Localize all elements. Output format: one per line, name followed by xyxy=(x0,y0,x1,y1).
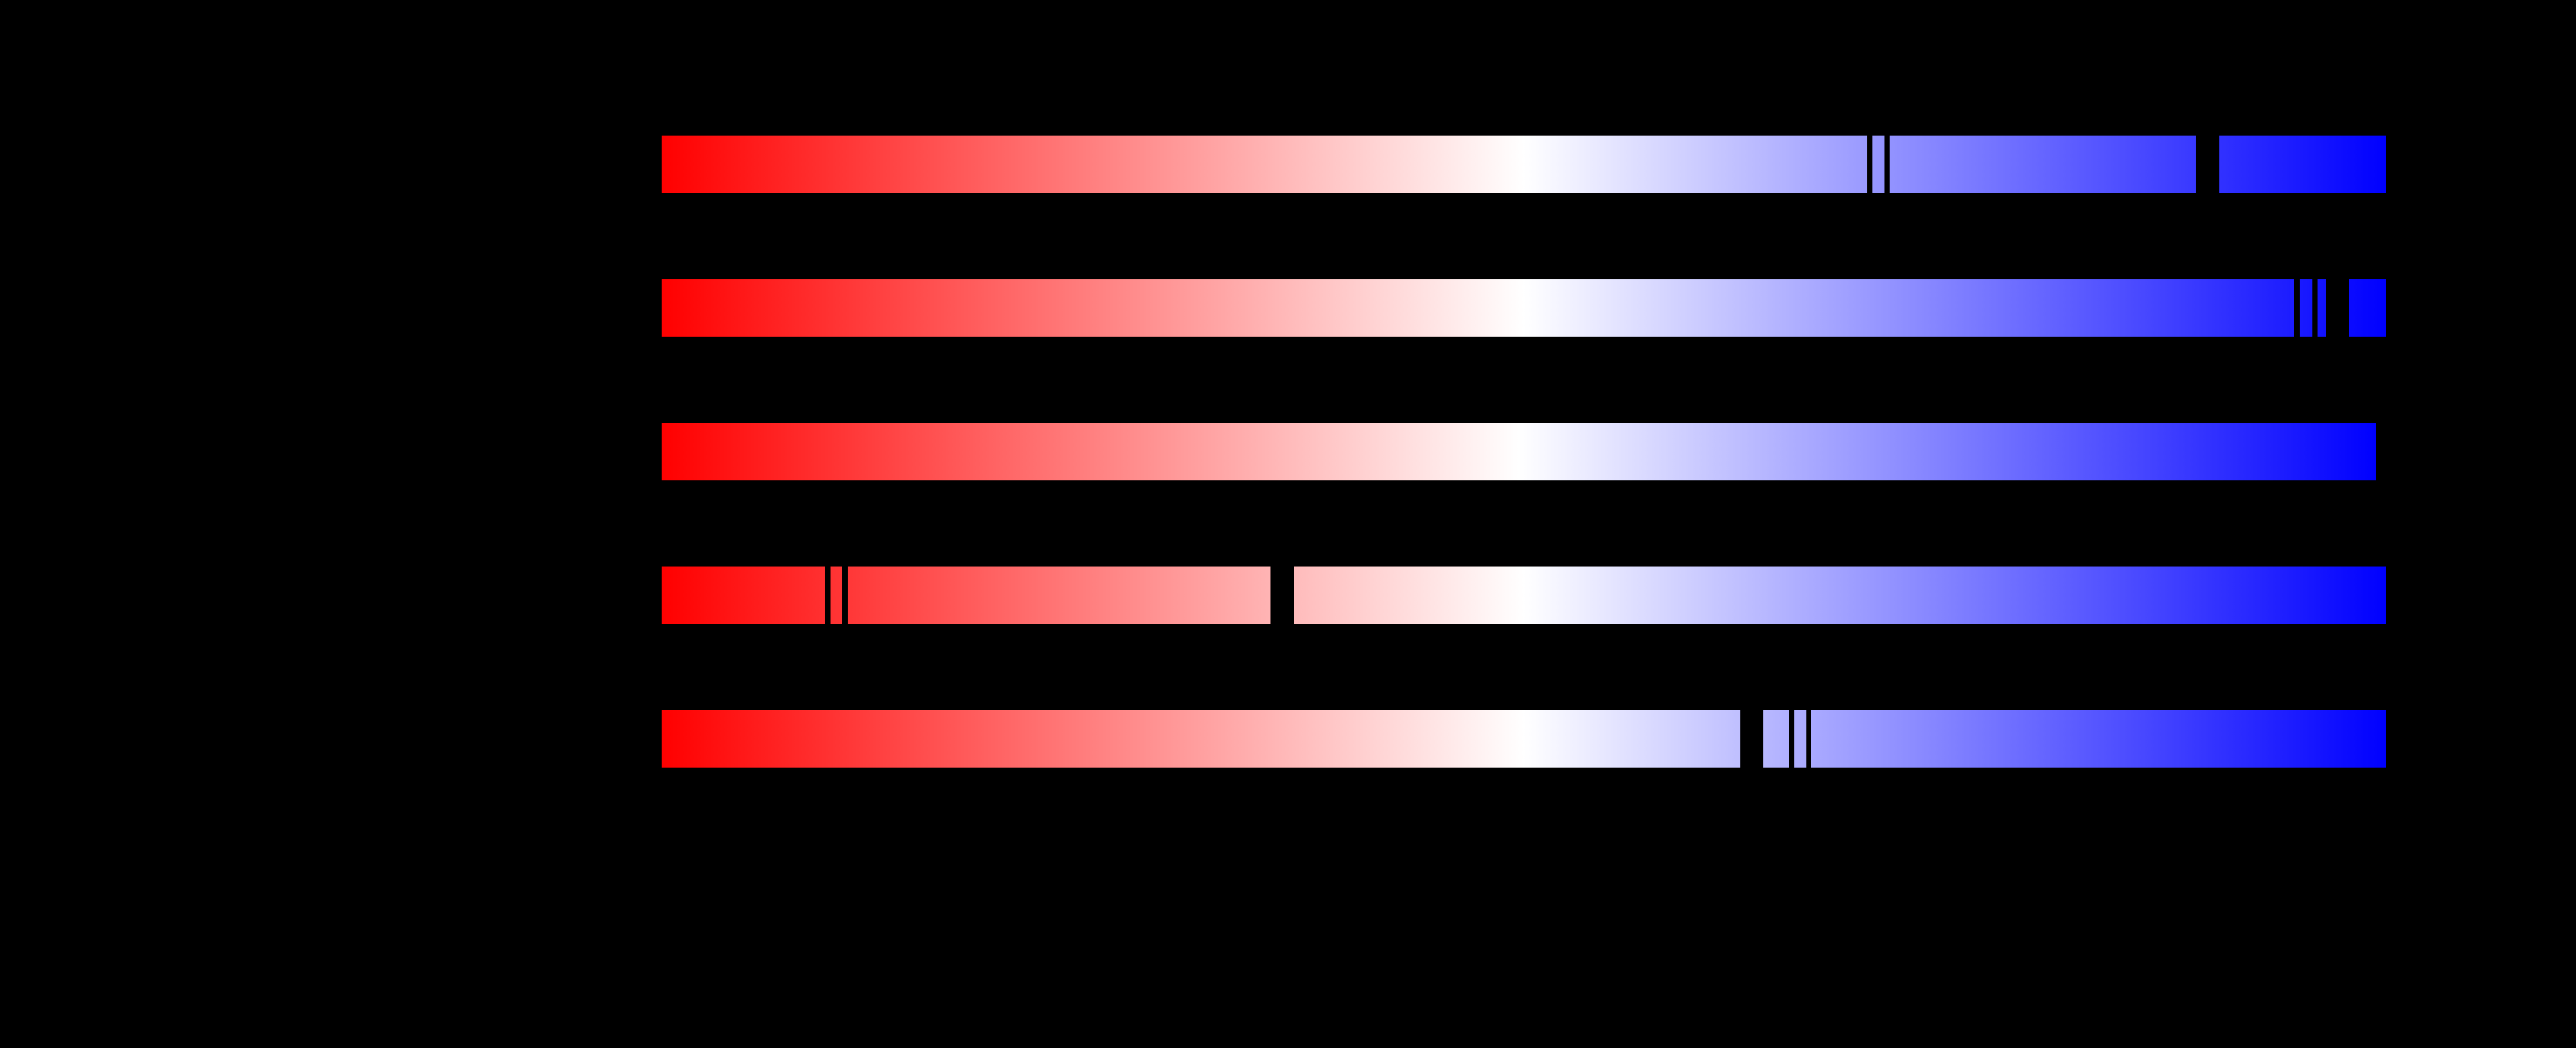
bar-gap xyxy=(2294,279,2300,337)
gradient-bar-row-3 xyxy=(662,423,2376,480)
bar-gap xyxy=(2326,279,2349,337)
bar-gap xyxy=(1806,710,1811,768)
gradient-bar-row-5 xyxy=(662,710,2386,768)
bar-gap xyxy=(2312,279,2318,337)
bar-gap xyxy=(1789,710,1794,768)
bar-gap xyxy=(2196,135,2219,194)
bar-gap xyxy=(1740,710,1763,768)
bar-gap xyxy=(1270,566,1294,625)
gradient-bar-row-4 xyxy=(662,566,2386,625)
bar-gap xyxy=(842,566,848,625)
bar-gap xyxy=(825,566,831,625)
gradient-bar-row-1 xyxy=(662,135,2386,194)
bar-gap xyxy=(1867,135,1872,194)
gradient-bar-row-2 xyxy=(662,279,2386,337)
bar-gap xyxy=(1884,135,1890,194)
